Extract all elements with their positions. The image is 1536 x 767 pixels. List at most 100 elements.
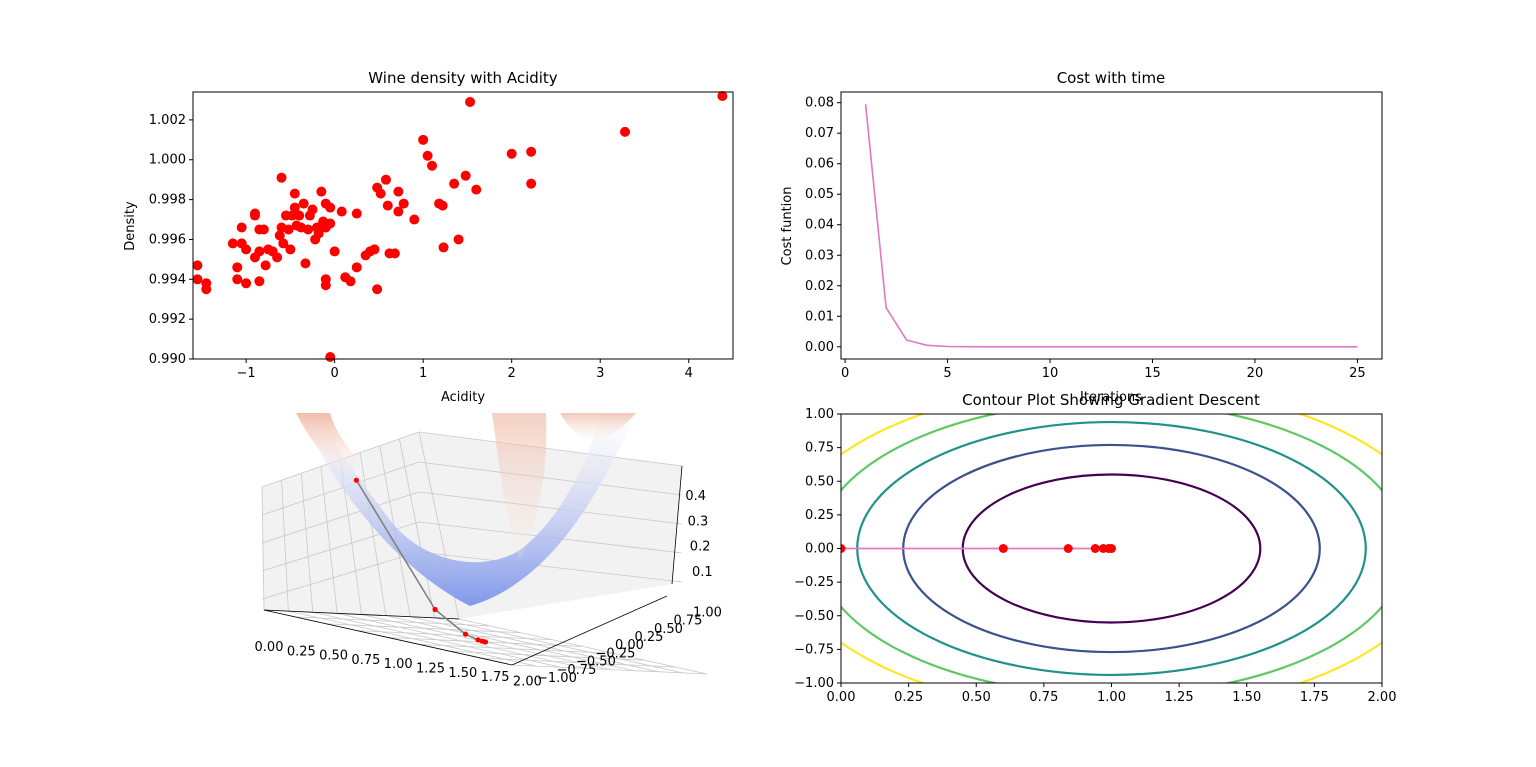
scatter-point: [272, 252, 283, 263]
contour-path-point: [1063, 544, 1073, 553]
y-tick-label: 0.25: [805, 508, 834, 523]
scatter-point: [506, 148, 517, 159]
scatter-point: [389, 248, 400, 259]
scatter-point: [526, 146, 537, 157]
scatter-point: [418, 134, 429, 145]
surface-wall-gridline: [418, 461, 683, 496]
surface-y-tick-label: −0.75: [557, 663, 597, 678]
y-tick-label: −0.75: [794, 642, 834, 657]
x-tick-label: 5: [943, 366, 951, 381]
scatter-ticks: −1 0 1 2 3 4 0.990 0.992 0.994 0.996 0.998 1.000 1.0…: [149, 113, 693, 381]
contour-axes-frame: [840, 413, 1383, 684]
surface-x-tick-label: 1.25: [416, 662, 445, 677]
scatter-point: [409, 214, 420, 225]
scatter-point: [303, 224, 314, 235]
scatter-point: [260, 260, 271, 271]
surface-floor-gridline: [480, 657, 677, 668]
y-tick-label: 0.992: [149, 312, 186, 327]
surface-wall-gridline: [320, 466, 338, 614]
x-tick-label: −1: [237, 366, 256, 381]
scatter-point: [393, 206, 404, 217]
surface-z-axis-edge: [671, 465, 683, 585]
scatter-point: [289, 202, 300, 213]
scatter-point: [453, 234, 464, 245]
scatter-point: [345, 276, 356, 287]
y-tick-label: 0.00: [805, 340, 834, 355]
cost-ylabel: Cost funtion: [780, 187, 795, 266]
y-tick-label: 0.07: [805, 126, 834, 141]
x-tick-label: 1: [419, 366, 427, 381]
surface-y-tick-label: −0.25: [596, 646, 636, 661]
x-tick-label: 0.75: [1029, 690, 1058, 705]
scatter-point: [249, 208, 260, 219]
scatter-point: [471, 184, 482, 195]
surface-wall-gridline: [359, 452, 387, 616]
scatter-point: [254, 276, 265, 287]
surface-x-tick-label: 2.00: [513, 674, 542, 689]
x-tick-label: 1.50: [1232, 690, 1261, 705]
surface-floor-gridline: [434, 617, 683, 674]
surface-wall-gridline: [261, 486, 265, 611]
y-tick-label: −1.00: [794, 676, 834, 691]
scatter-point: [398, 198, 409, 209]
scatter-point: [325, 352, 336, 363]
x-tick-label: 2.00: [1368, 690, 1397, 705]
surface-y-tick-label: 0.50: [654, 622, 683, 637]
contour-path-point: [841, 544, 846, 553]
scatter-point: [241, 244, 252, 255]
scatter-point: [294, 210, 305, 221]
surface-wall-gridline: [261, 491, 420, 544]
scatter-point: [449, 178, 460, 189]
x-tick-label: 1.00: [1097, 690, 1126, 705]
surface-x-axis-edge: [263, 609, 513, 666]
scatter-axes-frame: [192, 91, 734, 360]
surface-descent-path: [353, 477, 489, 645]
cost-ticks: 0 5 10 15 20 25 0.00 0.01 0.02 0.03 0.04 0.05 0.06 0.…: [805, 96, 1366, 381]
surface-x-tick-label: 1.00: [384, 657, 413, 672]
y-tick-label: 0.03: [805, 248, 834, 263]
surface-y-axis-edge: [263, 609, 460, 620]
scatter-point: [620, 126, 630, 137]
scatter-point: [325, 202, 336, 213]
scatter-point: [526, 178, 537, 189]
scatter-point: [236, 222, 247, 233]
x-tick-label: 3: [596, 366, 604, 381]
surface-right-horn: [560, 413, 636, 440]
x-tick-label: 1.75: [1300, 690, 1329, 705]
surface-z-tick-label: 0.4: [685, 489, 706, 504]
surface-wall-gridline: [398, 438, 436, 618]
cost-title: Cost with time: [1057, 69, 1166, 87]
scatter-point: [283, 224, 294, 235]
surface-y-tick-label: −0.50: [576, 655, 616, 670]
scatter-point: [192, 274, 203, 285]
surface-wall-gridline: [418, 551, 683, 583]
scatter-point: [438, 242, 449, 253]
x-tick-label: 0: [330, 366, 338, 381]
scatter-point: [201, 284, 212, 295]
y-tick-label: 0.06: [805, 157, 834, 172]
scatter-point: [232, 262, 243, 273]
y-tick-label: 0.75: [805, 441, 834, 456]
scatter-point: [289, 188, 300, 199]
scatter-xlabel: Acidity: [441, 390, 485, 405]
y-tick-label: 0.01: [805, 309, 834, 324]
surface-gridlines: [261, 431, 708, 675]
scatter-point: [393, 186, 404, 197]
scatter-point: [372, 284, 383, 295]
scatter-point: [316, 186, 327, 197]
scatter-point: [254, 246, 265, 257]
scatter-point: [380, 174, 391, 185]
cost-panel: Cost with time Iterations Cost funtion 0…: [780, 69, 1383, 405]
surface-wall-gridline: [300, 473, 314, 613]
y-tick-label: 0.990: [149, 352, 186, 367]
y-tick-label: 0.08: [805, 96, 834, 111]
scatter-point: [437, 200, 448, 211]
surface-floor-gridline: [385, 615, 634, 672]
contour-ticks: 0.00 0.25 0.50 0.75 1.00 1.25 1.50 1.75 2.00 −1.0…: [794, 407, 1396, 705]
surface-x-tick-label: 0.00: [255, 640, 284, 655]
scatter-point: [422, 150, 433, 161]
surface-y-tick-label: 1.00: [693, 605, 722, 620]
scatter-point: [460, 170, 471, 181]
surface-x-tick-label: 0.50: [319, 649, 348, 664]
